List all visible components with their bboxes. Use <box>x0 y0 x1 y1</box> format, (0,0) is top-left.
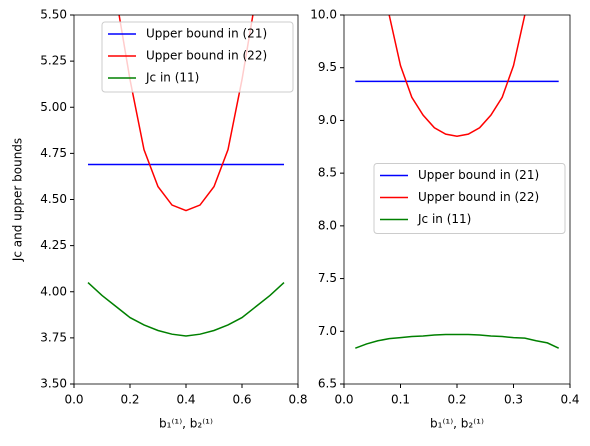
legend-label: Upper bound in (22) <box>418 190 539 204</box>
y-tick-label: 4.00 <box>40 284 67 298</box>
axes-frame <box>343 14 571 385</box>
x-tick-label: 0.4 <box>176 393 195 407</box>
line <box>355 333 560 349</box>
x-axis-label: b₁⁽¹⁾, b₂⁽¹⁾ <box>430 417 484 431</box>
axes: 0.0 0.1 0.2 0.3 0.4 6.5 7.0 7.5 8.0 8.5 9.0 9.5 10.0… <box>310 8 579 431</box>
y-tick-label: 7.5 <box>318 271 337 285</box>
legend-label: Jc in (11) <box>417 212 471 226</box>
legend-label: Upper bound in (21) <box>418 168 539 182</box>
x-tick-label: 0.8 <box>288 393 307 407</box>
line <box>87 281 285 337</box>
y-tick-label: 5.25 <box>40 54 67 68</box>
y-tick-label: 3.50 <box>40 377 67 391</box>
y-tick-label: 5.00 <box>40 100 67 114</box>
y-tick-label: 4.50 <box>40 192 67 206</box>
x-tick-label: 0.0 <box>334 393 353 407</box>
x-tick-label: 0.6 <box>232 393 251 407</box>
y-tick-label: 3.75 <box>40 330 67 344</box>
x-tick-label: 0.2 <box>447 393 466 407</box>
legend-box <box>373 163 566 234</box>
x-tick-label: 0.1 <box>391 393 410 407</box>
y-tick-label: 4.75 <box>40 146 67 160</box>
legend-label: Jc in (11) <box>145 71 199 85</box>
x-tick-label: 0.0 <box>64 393 83 407</box>
y-tick-label: 7.0 <box>318 324 337 338</box>
axes-frame <box>73 14 299 385</box>
y-tick-label: 8.5 <box>318 166 337 180</box>
x-axis-label: b₁⁽¹⁾, b₂⁽¹⁾ <box>159 417 213 431</box>
legend-label: Upper bound in (22) <box>146 49 267 63</box>
legend-box <box>101 21 294 93</box>
y-tick-label: 10.0 <box>310 8 337 22</box>
x-tick-label: 0.2 <box>120 393 139 407</box>
y-tick-label: 5.50 <box>40 8 67 22</box>
y-tick-label: 8.0 <box>318 218 337 232</box>
legend-label: Upper bound in (21) <box>146 27 267 41</box>
y-tick-label: 6.5 <box>318 377 337 391</box>
line <box>388 15 526 138</box>
y-tick-label: 4.25 <box>40 238 67 252</box>
y-tick-label: 9.0 <box>318 113 337 127</box>
x-tick-label: 0.3 <box>504 393 523 407</box>
y-tick-label: 9.5 <box>318 60 337 74</box>
axes: 0.0 0.2 0.4 0.6 0.8 3.50 3.75 4.00 4.25 4.50 4.75 5… <box>11 8 308 431</box>
y-axis-label: Jc and upper bounds <box>11 138 25 262</box>
x-tick-label: 0.4 <box>560 393 579 407</box>
